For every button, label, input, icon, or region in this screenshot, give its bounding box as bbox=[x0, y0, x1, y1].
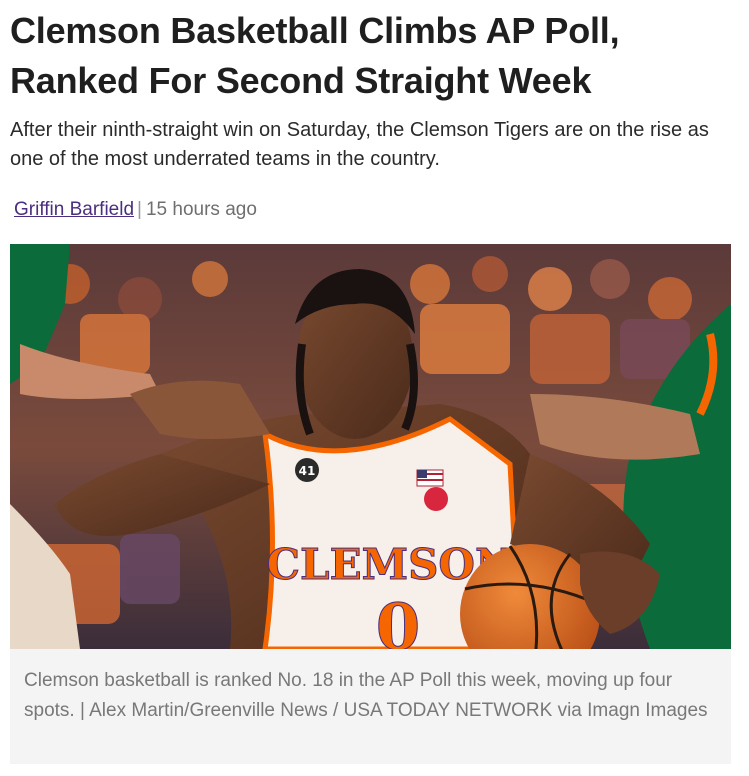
basketball-icon bbox=[460, 544, 600, 649]
defender-left-arm bbox=[20, 344, 160, 399]
defender-left-leg bbox=[10, 504, 80, 649]
photo-caption: Clemson basketball is ranked No. 18 in t… bbox=[10, 649, 731, 764]
article-subheadline: After their ninth-straight win on Saturd… bbox=[10, 119, 709, 170]
patch-number-text: 41 bbox=[299, 464, 316, 478]
byline-separator: | bbox=[137, 199, 142, 220]
basketball-player-photo: CLEMSON 0 41 bbox=[10, 244, 731, 649]
author-link[interactable]: Griffin Barfield bbox=[14, 199, 135, 220]
player-head bbox=[297, 279, 413, 439]
publish-timestamp: 15 hours ago bbox=[145, 199, 257, 220]
player-right-hand bbox=[580, 551, 660, 634]
crowd-background bbox=[30, 256, 692, 624]
byline: Griffin Barfield | 15 hours ago bbox=[14, 196, 257, 224]
jersey-team-text: CLEMSON bbox=[267, 540, 514, 589]
memorial-patch-icon bbox=[295, 458, 319, 482]
player-left-hand bbox=[130, 380, 270, 439]
article-photo: CLEMSON 0 41 bbox=[10, 244, 731, 649]
sponsor-patch-icon bbox=[424, 487, 448, 511]
player-hair bbox=[295, 269, 415, 334]
jersey-number-text: 0 bbox=[376, 590, 421, 649]
defender-right-hand bbox=[530, 394, 700, 460]
article-headline: Clemson Basketball Climbs AP Poll, Ranke… bbox=[10, 10, 620, 101]
player-left-arm bbox=[55, 454, 270, 536]
defender-right-jersey bbox=[623, 304, 731, 649]
